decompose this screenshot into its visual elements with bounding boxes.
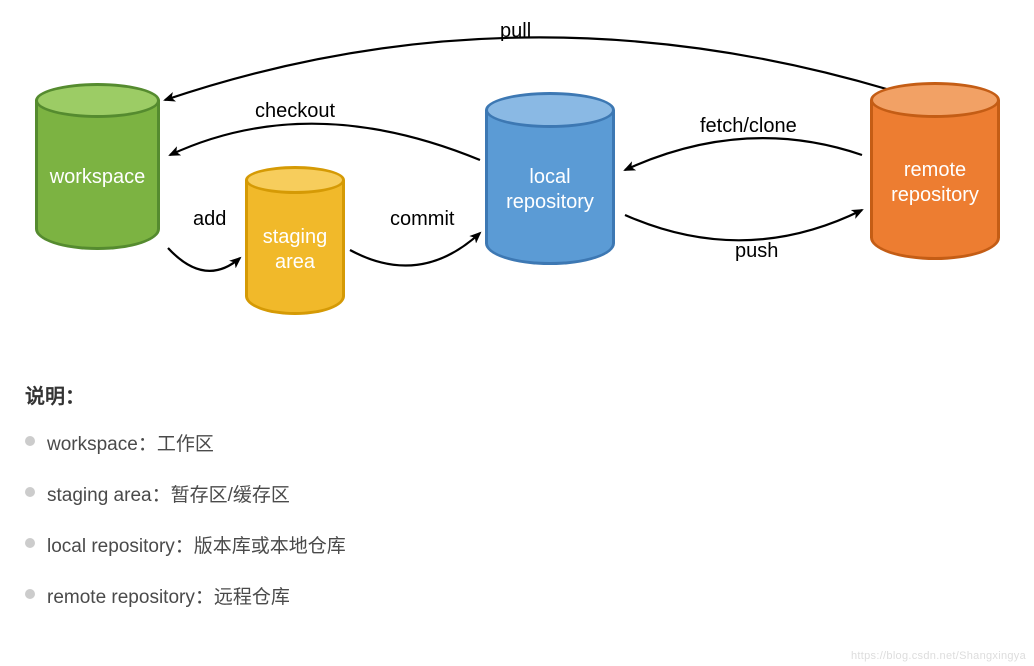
legend-item: remote repository：远程仓库 bbox=[47, 582, 346, 609]
node-staging-label2: area bbox=[275, 251, 315, 273]
legend-item: local repository：版本库或本地仓库 bbox=[47, 531, 346, 558]
watermark: https://blog.csdn.net/Shangxingya bbox=[851, 650, 1026, 662]
arrow-checkout bbox=[170, 124, 480, 160]
node-remote-label2: repository bbox=[891, 184, 979, 206]
label-commit: commit bbox=[390, 208, 454, 231]
label-add: add bbox=[193, 208, 226, 231]
node-remote: remote repository bbox=[870, 100, 1000, 260]
label-pull: pull bbox=[500, 20, 531, 43]
node-workspace: workspace bbox=[35, 100, 160, 250]
legend: 说明： workspace：工作区 staging area：暂存区/缓存区 l… bbox=[25, 380, 346, 633]
node-staging-label1: staging bbox=[263, 226, 328, 248]
arrow-push bbox=[625, 210, 862, 240]
label-fetch: fetch/clone bbox=[700, 115, 797, 138]
arrow-add bbox=[168, 248, 240, 271]
legend-title: 说明： bbox=[25, 380, 346, 409]
git-flow-diagram: pull checkout fetch/clone add commit pus… bbox=[0, 0, 1034, 350]
label-push: push bbox=[735, 240, 778, 263]
legend-item: staging area：暂存区/缓存区 bbox=[47, 480, 346, 507]
node-remote-label1: remote bbox=[904, 159, 966, 181]
label-checkout: checkout bbox=[255, 100, 335, 123]
node-workspace-label: workspace bbox=[50, 166, 146, 188]
node-local-label2: repository bbox=[506, 191, 594, 213]
arrow-pull bbox=[165, 37, 890, 100]
arrow-commit bbox=[350, 233, 480, 266]
legend-list: workspace：工作区 staging area：暂存区/缓存区 local… bbox=[25, 429, 346, 609]
arrow-fetch bbox=[625, 138, 862, 170]
node-local: local repository bbox=[485, 110, 615, 265]
node-local-label1: local bbox=[529, 166, 570, 188]
node-staging: staging area bbox=[245, 180, 345, 315]
legend-item: workspace：工作区 bbox=[47, 429, 346, 456]
